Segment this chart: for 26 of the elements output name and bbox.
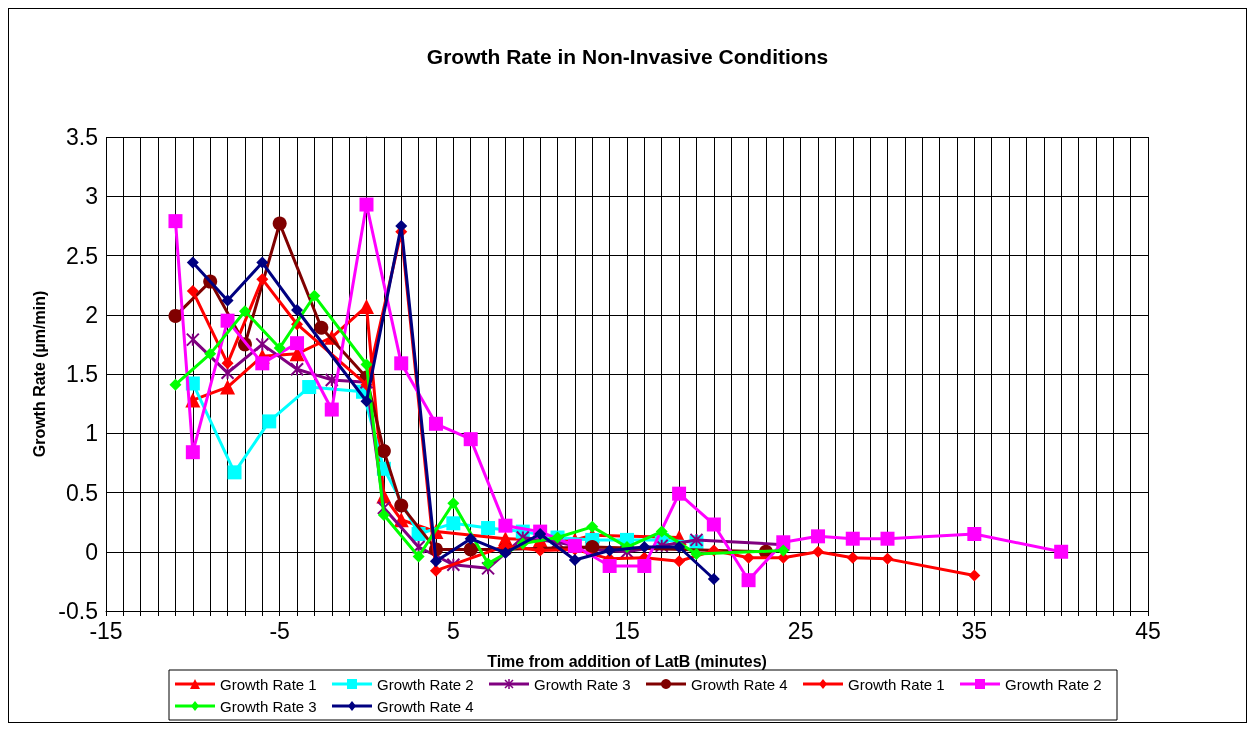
x-tick-label: 5 bbox=[446, 617, 460, 644]
chart-title: Growth Rate in Non-Invasive Conditions bbox=[426, 45, 829, 68]
y-tick-label: 0 bbox=[85, 538, 98, 565]
x-tick-label: 25 bbox=[787, 617, 814, 644]
y-tick-label: 2 bbox=[85, 301, 98, 328]
legend-label: Growth Rate 4 bbox=[377, 697, 474, 715]
legend-label: Growth Rate 1 bbox=[848, 675, 945, 693]
x-axis-title: Time from addition of LatB (minutes) bbox=[487, 652, 767, 670]
legend-label: Growth Rate 2 bbox=[377, 675, 474, 693]
y-tick-label: 3 bbox=[85, 183, 98, 210]
y-tick-label: 3.5 bbox=[66, 124, 98, 150]
y-tick-label: 1 bbox=[85, 420, 98, 447]
x-tick-label: 45 bbox=[1135, 617, 1161, 644]
y-axis-title: Growth Rate (µm/min) bbox=[30, 290, 48, 458]
y-tick-label: -0.5 bbox=[58, 598, 98, 624]
legend-label: Growth Rate 3 bbox=[220, 697, 317, 715]
legend-label: Growth Rate 2 bbox=[1005, 675, 1102, 693]
legend-label: Growth Rate 3 bbox=[534, 675, 631, 693]
y-tick-label: 1.5 bbox=[66, 361, 98, 387]
legend-label: Growth Rate 4 bbox=[691, 675, 788, 693]
y-tick-label: 2.5 bbox=[66, 242, 98, 269]
x-tick-label: 15 bbox=[614, 617, 640, 644]
y-tick-label: 0.5 bbox=[66, 479, 98, 506]
x-tick-label: -5 bbox=[269, 617, 290, 644]
legend-label: Growth Rate 1 bbox=[220, 675, 317, 693]
x-tick-label: 35 bbox=[961, 617, 988, 644]
